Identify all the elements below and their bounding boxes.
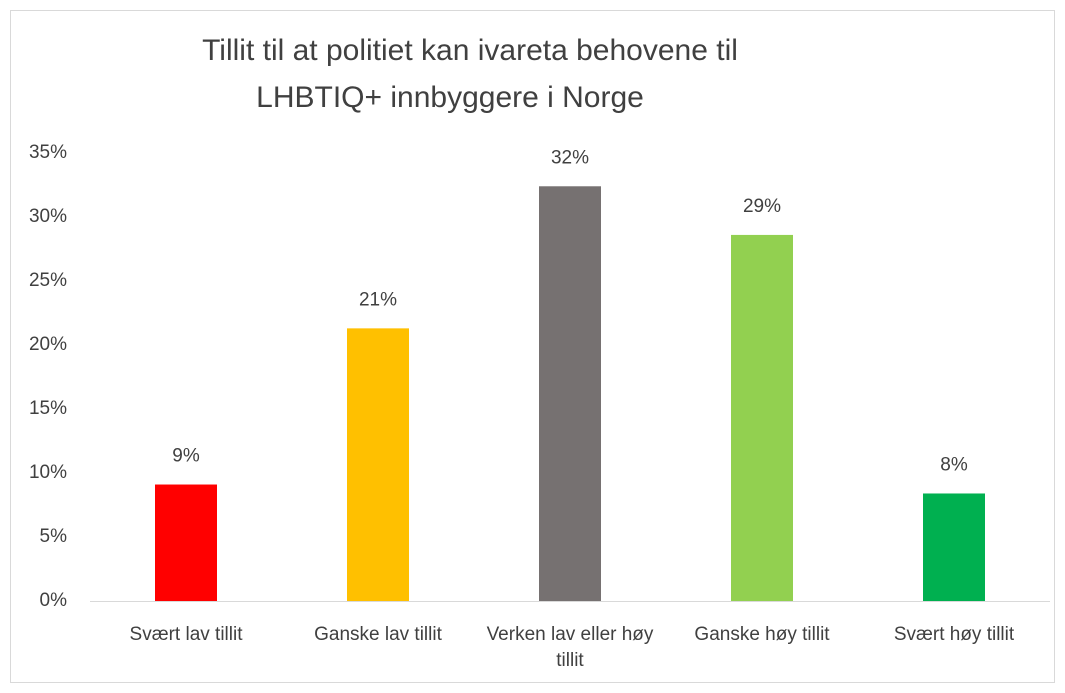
data-label: 29%: [743, 196, 781, 217]
chart-title: Tillit til at politiet kan ivareta behov…: [202, 34, 738, 67]
x-tick-label: Svært høy tillit: [893, 624, 1015, 645]
y-tick-label: 15%: [29, 398, 67, 419]
x-tick-label: Verken lav eller høy tillit: [486, 624, 654, 671]
y-tick-label: 0%: [40, 590, 68, 611]
y-tick-label: 5%: [40, 526, 68, 547]
bar: [539, 186, 601, 601]
data-label: 32%: [551, 147, 589, 168]
y-tick-label: 25%: [29, 270, 67, 291]
x-tick-label: Svært lav tillit: [129, 624, 243, 645]
y-tick-label: 20%: [29, 334, 67, 355]
data-label: 9%: [172, 446, 200, 467]
x-tick-label: Ganske høy tillit: [694, 624, 830, 645]
y-tick-label: 10%: [29, 462, 67, 483]
bar: [155, 484, 217, 601]
x-tick-label: Ganske lav tillit: [314, 624, 442, 645]
y-tick-label: 30%: [29, 206, 67, 227]
bar: [731, 234, 793, 602]
chart-title: LHBTIQ+ innbyggere i Norge: [256, 81, 644, 114]
bar: [923, 493, 985, 601]
data-label: 21%: [359, 289, 397, 310]
data-label: 8%: [940, 454, 968, 475]
y-tick-label: 35%: [29, 142, 67, 163]
bar: [347, 328, 409, 601]
